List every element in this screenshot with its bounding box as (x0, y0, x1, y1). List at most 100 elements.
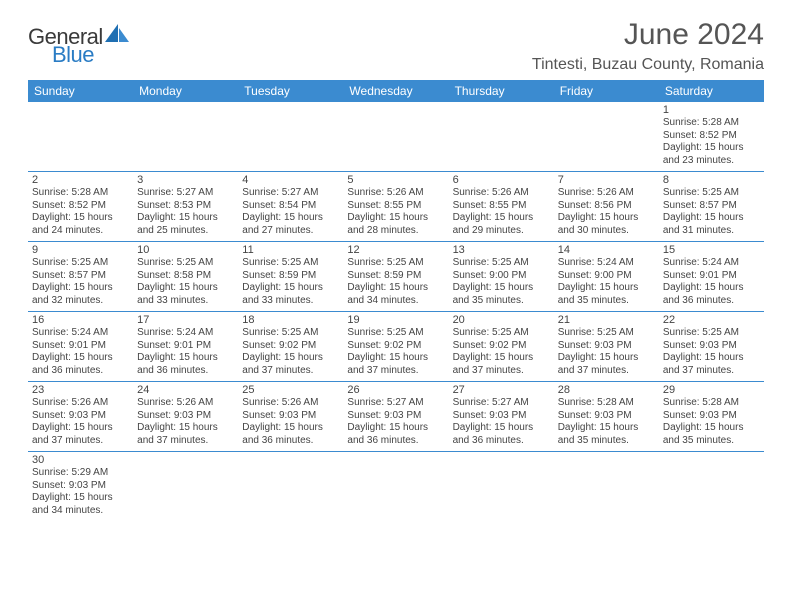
calendar-week: 30Sunrise: 5:29 AMSunset: 9:03 PMDayligh… (28, 452, 764, 522)
day-info: Sunrise: 5:28 AMSunset: 9:03 PMDaylight:… (558, 397, 655, 447)
day-info: Sunrise: 5:29 AMSunset: 9:03 PMDaylight:… (32, 467, 129, 517)
calendar-day-empty (449, 452, 554, 522)
day-info: Sunrise: 5:25 AMSunset: 9:00 PMDaylight:… (453, 257, 550, 307)
calendar-week: 16Sunrise: 5:24 AMSunset: 9:01 PMDayligh… (28, 312, 764, 382)
calendar-day: 21Sunrise: 5:25 AMSunset: 9:03 PMDayligh… (554, 312, 659, 382)
day-header: Monday (133, 80, 238, 102)
day-info: Sunrise: 5:27 AMSunset: 8:53 PMDaylight:… (137, 187, 234, 237)
day-number: 19 (347, 314, 444, 326)
day-number: 1 (663, 104, 760, 116)
calendar-day-empty (343, 452, 448, 522)
day-info: Sunrise: 5:25 AMSunset: 8:57 PMDaylight:… (663, 187, 760, 237)
day-info: Sunrise: 5:28 AMSunset: 9:03 PMDaylight:… (663, 397, 760, 447)
calendar-day: 24Sunrise: 5:26 AMSunset: 9:03 PMDayligh… (133, 382, 238, 452)
day-info: Sunrise: 5:25 AMSunset: 9:02 PMDaylight:… (242, 327, 339, 377)
day-number: 13 (453, 244, 550, 256)
day-header: Sunday (28, 80, 133, 102)
calendar-day: 16Sunrise: 5:24 AMSunset: 9:01 PMDayligh… (28, 312, 133, 382)
day-number: 2 (32, 174, 129, 186)
day-info: Sunrise: 5:25 AMSunset: 9:02 PMDaylight:… (347, 327, 444, 377)
day-info: Sunrise: 5:26 AMSunset: 8:56 PMDaylight:… (558, 187, 655, 237)
day-info: Sunrise: 5:27 AMSunset: 9:03 PMDaylight:… (347, 397, 444, 447)
day-number: 22 (663, 314, 760, 326)
location-text: Tintesti, Buzau County, Romania (532, 56, 764, 74)
calendar-head: SundayMondayTuesdayWednesdayThursdayFrid… (28, 80, 764, 102)
calendar-day-empty (133, 102, 238, 172)
calendar-day-empty (28, 102, 133, 172)
day-number: 26 (347, 384, 444, 396)
day-number: 9 (32, 244, 129, 256)
calendar-day: 10Sunrise: 5:25 AMSunset: 8:58 PMDayligh… (133, 242, 238, 312)
title-block: June 2024 Tintesti, Buzau County, Romani… (532, 18, 764, 74)
day-header: Friday (554, 80, 659, 102)
day-info: Sunrise: 5:25 AMSunset: 9:02 PMDaylight:… (453, 327, 550, 377)
calendar-day: 27Sunrise: 5:27 AMSunset: 9:03 PMDayligh… (449, 382, 554, 452)
day-number: 29 (663, 384, 760, 396)
day-number: 17 (137, 314, 234, 326)
day-number: 10 (137, 244, 234, 256)
day-number: 5 (347, 174, 444, 186)
day-header: Saturday (659, 80, 764, 102)
calendar-day: 7Sunrise: 5:26 AMSunset: 8:56 PMDaylight… (554, 172, 659, 242)
day-number: 23 (32, 384, 129, 396)
day-number: 24 (137, 384, 234, 396)
calendar-day: 22Sunrise: 5:25 AMSunset: 9:03 PMDayligh… (659, 312, 764, 382)
calendar-day: 11Sunrise: 5:25 AMSunset: 8:59 PMDayligh… (238, 242, 343, 312)
day-info: Sunrise: 5:26 AMSunset: 9:03 PMDaylight:… (137, 397, 234, 447)
day-number: 7 (558, 174, 655, 186)
logo-sail-icon (105, 24, 131, 49)
day-info: Sunrise: 5:25 AMSunset: 9:03 PMDaylight:… (558, 327, 655, 377)
calendar-week: 9Sunrise: 5:25 AMSunset: 8:57 PMDaylight… (28, 242, 764, 312)
calendar-day: 19Sunrise: 5:25 AMSunset: 9:02 PMDayligh… (343, 312, 448, 382)
calendar-week: 2Sunrise: 5:28 AMSunset: 8:52 PMDaylight… (28, 172, 764, 242)
day-info: Sunrise: 5:24 AMSunset: 9:01 PMDaylight:… (32, 327, 129, 377)
day-info: Sunrise: 5:25 AMSunset: 8:58 PMDaylight:… (137, 257, 234, 307)
day-info: Sunrise: 5:24 AMSunset: 9:01 PMDaylight:… (137, 327, 234, 377)
calendar-day: 3Sunrise: 5:27 AMSunset: 8:53 PMDaylight… (133, 172, 238, 242)
day-info: Sunrise: 5:26 AMSunset: 8:55 PMDaylight:… (453, 187, 550, 237)
calendar-day: 5Sunrise: 5:26 AMSunset: 8:55 PMDaylight… (343, 172, 448, 242)
calendar-day: 1Sunrise: 5:28 AMSunset: 8:52 PMDaylight… (659, 102, 764, 172)
calendar-day: 8Sunrise: 5:25 AMSunset: 8:57 PMDaylight… (659, 172, 764, 242)
day-info: Sunrise: 5:27 AMSunset: 8:54 PMDaylight:… (242, 187, 339, 237)
day-number: 14 (558, 244, 655, 256)
calendar-day-empty (554, 452, 659, 522)
day-number: 28 (558, 384, 655, 396)
day-info: Sunrise: 5:25 AMSunset: 8:59 PMDaylight:… (347, 257, 444, 307)
calendar-day-empty (343, 102, 448, 172)
day-header: Wednesday (343, 80, 448, 102)
page-title: June 2024 (532, 18, 764, 52)
calendar-day: 12Sunrise: 5:25 AMSunset: 8:59 PMDayligh… (343, 242, 448, 312)
calendar-body: 1Sunrise: 5:28 AMSunset: 8:52 PMDaylight… (28, 102, 764, 521)
calendar-day: 30Sunrise: 5:29 AMSunset: 9:03 PMDayligh… (28, 452, 133, 522)
day-number: 21 (558, 314, 655, 326)
calendar-day: 13Sunrise: 5:25 AMSunset: 9:00 PMDayligh… (449, 242, 554, 312)
day-number: 20 (453, 314, 550, 326)
calendar-day: 14Sunrise: 5:24 AMSunset: 9:00 PMDayligh… (554, 242, 659, 312)
day-header: Thursday (449, 80, 554, 102)
day-number: 18 (242, 314, 339, 326)
calendar-day: 25Sunrise: 5:26 AMSunset: 9:03 PMDayligh… (238, 382, 343, 452)
day-number: 15 (663, 244, 760, 256)
calendar-day: 4Sunrise: 5:27 AMSunset: 8:54 PMDaylight… (238, 172, 343, 242)
day-number: 11 (242, 244, 339, 256)
calendar-day: 6Sunrise: 5:26 AMSunset: 8:55 PMDaylight… (449, 172, 554, 242)
day-info: Sunrise: 5:25 AMSunset: 8:59 PMDaylight:… (242, 257, 339, 307)
calendar-table: SundayMondayTuesdayWednesdayThursdayFrid… (28, 80, 764, 521)
calendar-day: 23Sunrise: 5:26 AMSunset: 9:03 PMDayligh… (28, 382, 133, 452)
day-number: 3 (137, 174, 234, 186)
day-info: Sunrise: 5:26 AMSunset: 9:03 PMDaylight:… (32, 397, 129, 447)
calendar-day: 15Sunrise: 5:24 AMSunset: 9:01 PMDayligh… (659, 242, 764, 312)
day-number: 25 (242, 384, 339, 396)
calendar-day: 9Sunrise: 5:25 AMSunset: 8:57 PMDaylight… (28, 242, 133, 312)
day-info: Sunrise: 5:27 AMSunset: 9:03 PMDaylight:… (453, 397, 550, 447)
day-number: 30 (32, 454, 129, 466)
calendar-day: 17Sunrise: 5:24 AMSunset: 9:01 PMDayligh… (133, 312, 238, 382)
day-number: 27 (453, 384, 550, 396)
calendar-week: 23Sunrise: 5:26 AMSunset: 9:03 PMDayligh… (28, 382, 764, 452)
day-header: Tuesday (238, 80, 343, 102)
calendar-day-empty (238, 452, 343, 522)
day-info: Sunrise: 5:26 AMSunset: 9:03 PMDaylight:… (242, 397, 339, 447)
day-number: 6 (453, 174, 550, 186)
calendar-day: 20Sunrise: 5:25 AMSunset: 9:02 PMDayligh… (449, 312, 554, 382)
